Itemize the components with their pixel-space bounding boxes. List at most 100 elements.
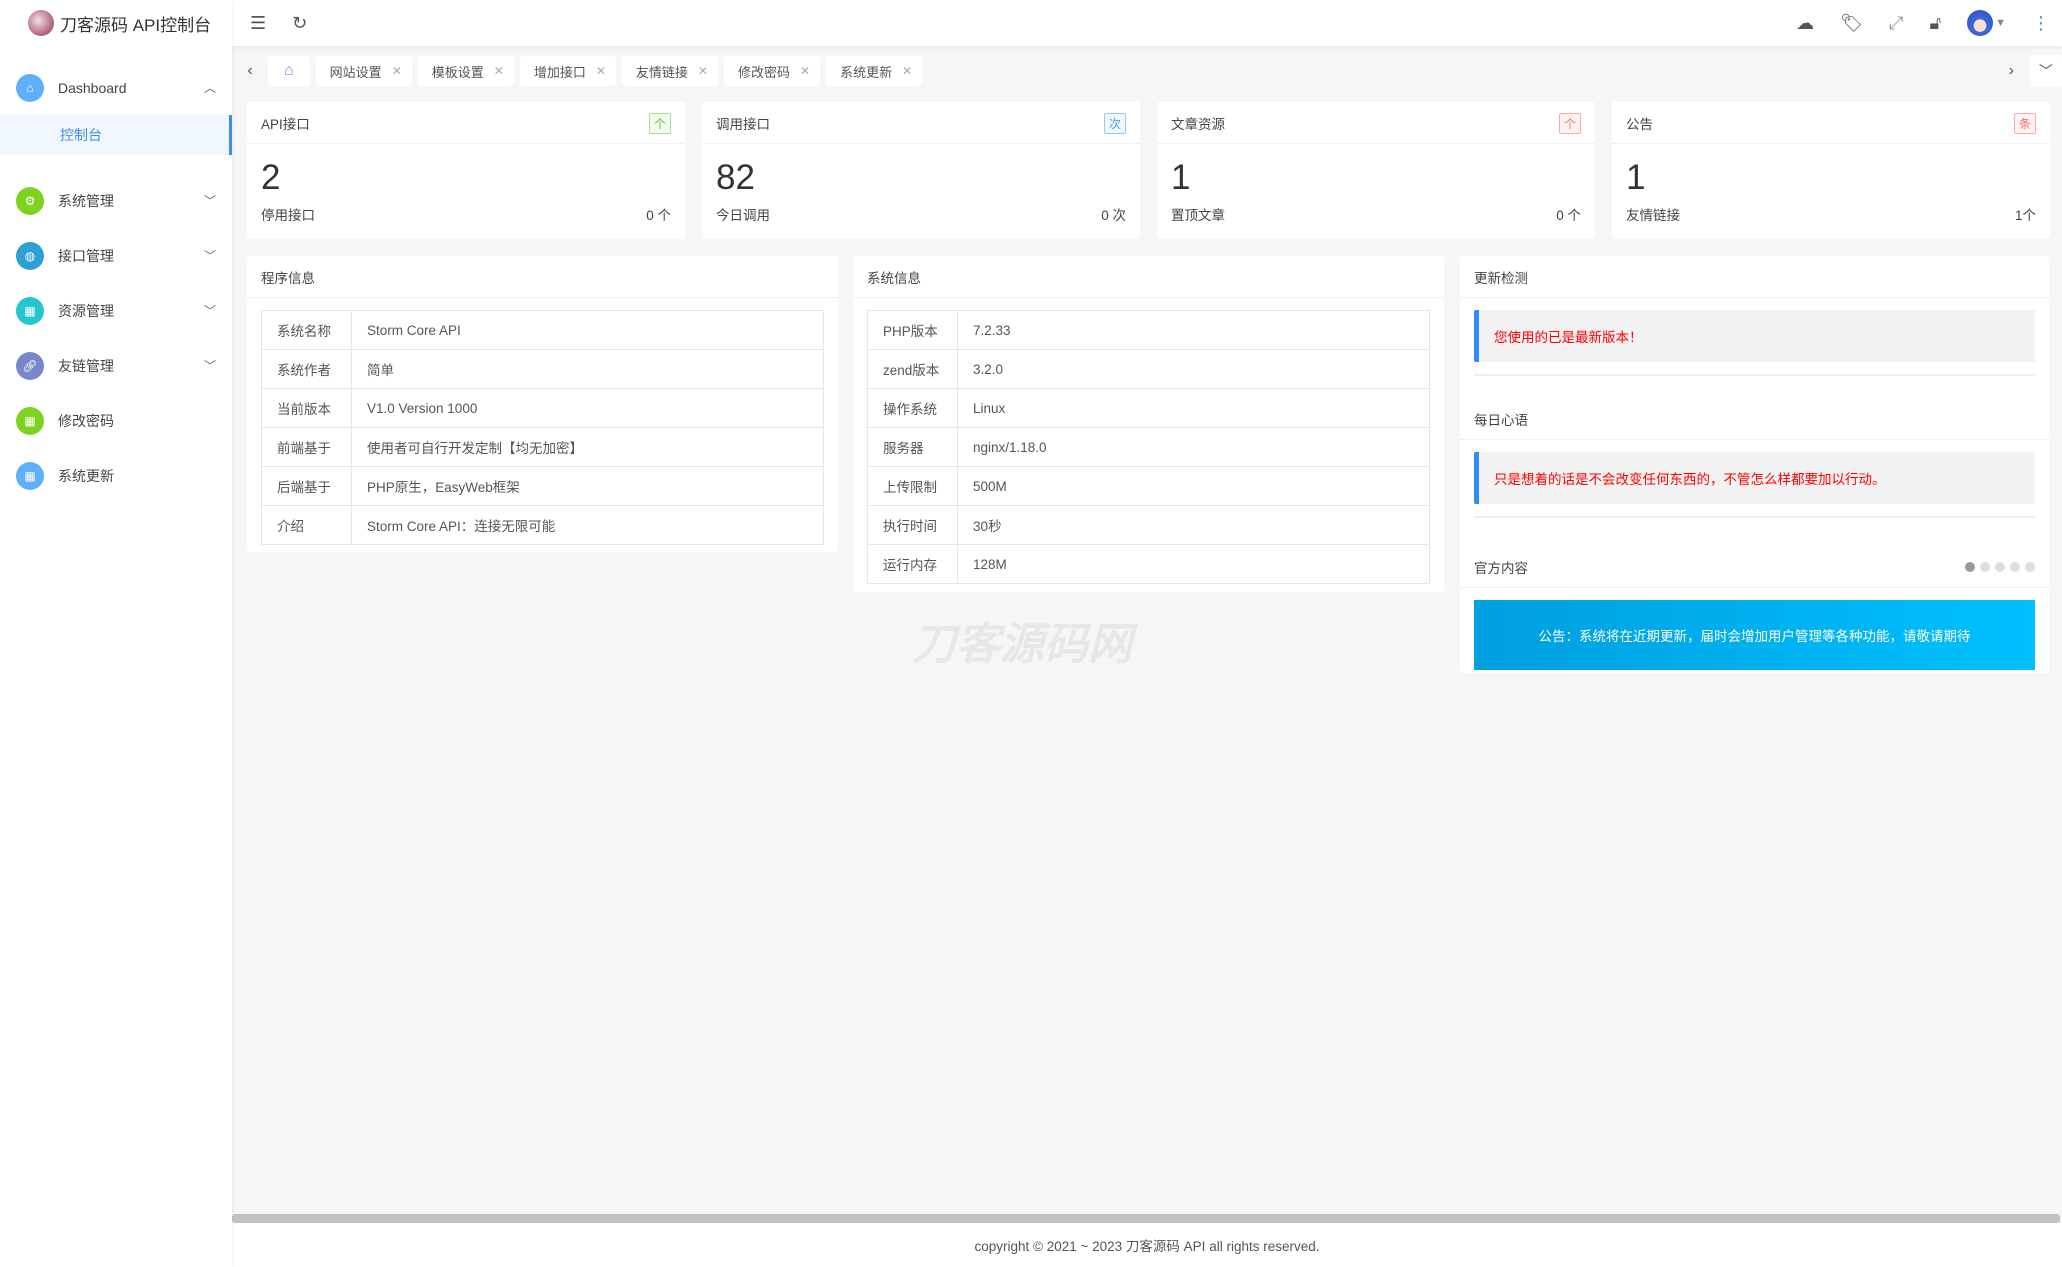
card-title: 程序信息 [247, 256, 838, 298]
row-key: PHP版本 [867, 310, 958, 350]
carousel-dot[interactable] [2010, 562, 2020, 572]
logo-image [28, 10, 54, 36]
close-icon[interactable]: ✕ [595, 64, 606, 78]
fullscreen-icon[interactable]: ⤢ [1889, 12, 1904, 33]
app-title: 刀客源码 API控制台 [60, 15, 212, 35]
tab-menu-dropdown[interactable]: ﹀ [2030, 55, 2062, 87]
stat-sub-value: 0 个 [646, 208, 671, 223]
tab-friend-links[interactable]: 友情链接 ✕ [621, 56, 718, 86]
stat-title: 公告 [1626, 116, 1653, 132]
carousel-dot[interactable] [1965, 562, 1975, 572]
stat-card-header: API接口 个 [247, 102, 685, 144]
horizontal-scrollbar[interactable] [232, 1214, 2060, 1223]
tab-scroll-right-icon[interactable]: › [2008, 62, 2014, 79]
stat-value: 1 [1626, 158, 1646, 197]
home-icon: ⌂ [16, 73, 44, 102]
tab-system-update[interactable]: 系统更新 ✕ [826, 56, 923, 86]
stat-title: 调用接口 [716, 116, 770, 132]
stat-card-header: 调用接口 次 [702, 102, 1140, 144]
sidebar-item-links[interactable]: 🔗︎ 友链管理 ﹀ [0, 338, 232, 393]
table-row: 系统作者 简单 [261, 349, 824, 389]
tab-home[interactable]: ⌂ [268, 56, 310, 86]
sidebar-item-label: 资源管理 [58, 302, 114, 319]
divider [1474, 516, 2035, 518]
tag-icon[interactable]: 🏷︎ [1840, 12, 1864, 33]
row-value: Linux [957, 388, 1430, 428]
close-icon[interactable]: ✕ [391, 64, 402, 78]
close-icon[interactable]: ✕ [493, 64, 504, 78]
tab-label: 系统更新 [840, 64, 893, 80]
table-row: 执行时间 30秒 [867, 505, 1430, 545]
table-row: 运行内存 128M [867, 544, 1430, 584]
table-row: 后端基于 PHP原生，EasyWeb框架 [261, 466, 824, 506]
cloud-code-icon[interactable]: ☁ [1796, 12, 1815, 33]
tab-scroll-left-icon[interactable]: ‹ [247, 62, 253, 79]
tab-label: 增加接口 [533, 64, 586, 80]
stat-unit-badge: 个 [1558, 113, 1581, 134]
stat-card-header: 公告 条 [1612, 102, 2050, 144]
refresh-icon[interactable]: ↻ [292, 12, 308, 33]
update-check-title: 更新检测 [1460, 256, 2049, 298]
sidebar-item-api[interactable]: ◍ 接口管理 ﹀ [0, 228, 232, 283]
chevron-down-icon: ﹀ [203, 249, 216, 263]
announcement-banner[interactable]: 公告：系统将在近期更新，届时会增加用户管理等各种功能，请敬请期待 [1474, 600, 2035, 670]
logo[interactable]: 刀客源码 API控制台 [0, 0, 232, 46]
tab-site-settings[interactable]: 网站设置 ✕ [315, 56, 412, 86]
carousel-dot[interactable] [2025, 562, 2035, 572]
row-value: 3.2.0 [957, 349, 1430, 389]
row-value: nginx/1.18.0 [957, 427, 1430, 467]
sidebar-subitem-console[interactable]: 控制台 [0, 115, 232, 155]
row-value: Storm Core API [351, 310, 824, 350]
stat-sub-label: 今日调用 [716, 208, 770, 223]
row-key: 系统名称 [261, 310, 352, 350]
stat-unit-badge: 个 [648, 113, 671, 134]
stat-title: 文章资源 [1171, 116, 1225, 132]
carousel-dot[interactable] [1980, 562, 1990, 572]
watermark: 刀客源码网 [912, 620, 1132, 669]
row-value: 使用者可自行开发定制【均无加密】 [351, 427, 824, 467]
lock-icon[interactable]: 🔓︎ [1929, 12, 1942, 33]
sidebar-item-system[interactable]: ⚙ 系统管理 ﹀ [0, 173, 232, 228]
sidebar: 刀客源码 API控制台 ⌂ Dashboard ︿ 控制台 ⚙ 系统管理 ﹀ ◍ 接口管理… [0, 0, 232, 1267]
sidebar-item-label: 友链管理 [58, 357, 114, 374]
home-icon: ⌂ [284, 62, 294, 79]
user-menu[interactable]: ▼ [1967, 10, 2006, 36]
tab-label: 友情链接 [635, 64, 688, 80]
caret-down-icon: ▼ [1995, 17, 2006, 29]
tab-change-password[interactable]: 修改密码 ✕ [723, 56, 821, 86]
top-header: ☰ ↻ ☁ 🏷︎ ⤢ 🔓︎ ▼ ⋮ [232, 0, 2062, 46]
sidebar-item-resource[interactable]: ▦ 资源管理 ﹀ [0, 283, 232, 338]
official-content-header: 官方内容 [1460, 546, 2049, 588]
stat-footer: 今日调用 0 次 [702, 198, 1140, 224]
stat-sub-label: 置顶文章 [1171, 208, 1225, 223]
row-value: 30秒 [957, 505, 1430, 545]
chevron-down-icon: ﹀ [203, 359, 216, 373]
tab-add-api[interactable]: 增加接口 ✕ [519, 56, 616, 86]
sidebar-item-update[interactable]: ▦ 系统更新 [0, 448, 232, 503]
row-value: Storm Core API：连接无限可能 [351, 505, 824, 545]
system-info-card: 系统信息 PHP版本 7.2.33 zend版本 3.2.0 操作系统 Linux 服务器 n… [853, 256, 1444, 592]
tab-template-settings[interactable]: 模板设置 ✕ [417, 56, 514, 86]
row-key: 执行时间 [867, 505, 958, 545]
grid-icon: ▦ [16, 296, 44, 325]
stat-footer: 停用接口 0 个 [247, 198, 685, 224]
close-icon[interactable]: ✕ [800, 64, 811, 78]
stat-unit-badge: 条 [2013, 113, 2036, 134]
sidebar-item-password[interactable]: ▦ 修改密码 [0, 393, 232, 448]
row-key: 后端基于 [261, 466, 352, 506]
row-key: 系统作者 [261, 349, 352, 389]
stat-footer: 置顶文章 0 个 [1157, 198, 1595, 224]
sidebar-item-dashboard[interactable]: ⌂ Dashboard ︿ [0, 60, 232, 115]
more-icon[interactable]: ⋮ [2032, 12, 2050, 33]
stat-sub-value: 0 个 [1556, 208, 1581, 223]
link-icon: 🔗︎ [16, 351, 44, 380]
row-key: 当前版本 [261, 388, 352, 428]
sidebar-item-label: Dashboard [58, 79, 127, 96]
close-icon[interactable]: ✕ [697, 64, 708, 78]
stat-card: 文章资源 个 1 置顶文章 0 个 [1157, 102, 1595, 239]
menu-fold-icon[interactable]: ☰ [250, 12, 267, 33]
close-icon[interactable]: ✕ [902, 64, 913, 78]
carousel-dot[interactable] [1995, 562, 2005, 572]
sidebar-item-label: 系统更新 [58, 467, 114, 484]
row-value: PHP原生，EasyWeb框架 [351, 466, 824, 506]
